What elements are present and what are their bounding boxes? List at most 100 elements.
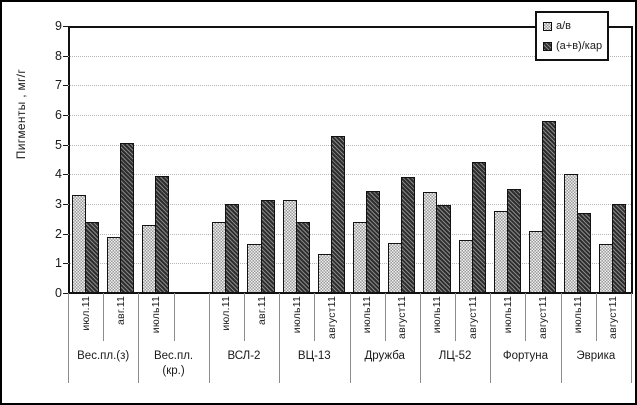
bar-a-plus-v-kar (612, 204, 627, 293)
y-axis-tick-label: 2 (55, 226, 62, 241)
bar-a-plus-v-kar (506, 189, 521, 293)
category-tick-line (419, 293, 421, 383)
y-axis-tick (63, 204, 68, 205)
month-tick-line (455, 293, 457, 341)
month-label: июль11 (572, 296, 585, 334)
y-axis-line (68, 26, 70, 293)
category-tick-line (349, 293, 351, 383)
bar-a-v (493, 211, 508, 293)
month-label: июль11 (290, 296, 303, 334)
month-label-cell: июль11 (490, 296, 525, 346)
category-tick-line (631, 293, 632, 383)
bar-a-plus-v-kar (577, 212, 592, 293)
category-label: ВЦ-13 (297, 350, 331, 362)
y-axis-tick-label: 1 (55, 256, 62, 271)
bar-a-v (71, 195, 86, 293)
y-axis-title: Пигменты , мг/г (14, 68, 28, 160)
bar-a-plus-v-kar (119, 143, 134, 293)
month-label: июл.11 (220, 296, 233, 331)
bar-a-plus-v-kar (295, 221, 310, 293)
month-label: август11 (325, 296, 338, 339)
y-axis-tick-label: 0 (55, 286, 62, 300)
y-axis-tick (63, 85, 68, 87)
legend: а/в (а+в)/кар (535, 11, 609, 61)
bar-a-v (564, 174, 579, 293)
legend-item-av: а/в (543, 20, 605, 32)
month-label: август11 (607, 296, 620, 339)
month-label-cell: июль11 (279, 296, 314, 346)
bar-a-plus-v-kar (225, 204, 240, 293)
month-label-cell: июль11 (350, 296, 385, 346)
month-label: авг.11 (114, 296, 127, 325)
month-label-cell: июл.11 (209, 296, 244, 346)
y-axis-tick-label: 7 (55, 78, 62, 93)
gridline (68, 174, 631, 176)
bar-a-v (106, 236, 121, 293)
month-label: июль11 (361, 296, 374, 334)
bar-a-v (282, 199, 297, 293)
month-label: июль11 (149, 296, 162, 334)
bar-a-v (317, 254, 332, 293)
bar-a-v (458, 239, 473, 293)
month-label-cell: июль11 (561, 296, 596, 346)
month-tick-line (243, 293, 245, 341)
category-label: Эврика (576, 350, 616, 362)
plot-top-border (68, 26, 633, 28)
bar-a-plus-v-kar (471, 162, 486, 293)
month-label: август11 (537, 296, 550, 339)
gridline (68, 233, 631, 235)
category-tick-line (490, 293, 492, 383)
bar-a-v (247, 244, 262, 293)
category-label: Вес.пл. (кр.) (153, 350, 194, 377)
bar-a-plus-v-kar (330, 135, 345, 293)
bar-a-plus-v-kar (436, 205, 451, 293)
y-axis-tick-label: 4 (55, 167, 62, 182)
month-label-cell: авг.11 (244, 296, 279, 346)
month-label-cell: август11 (314, 296, 349, 346)
category-tick-line (279, 293, 281, 383)
plot-right-border (631, 26, 633, 293)
bar-a-v (388, 242, 403, 293)
gridline (68, 115, 631, 116)
month-label-cell: июл.11 (68, 296, 103, 346)
y-axis-tick (63, 26, 68, 27)
month-label-cell: август11 (385, 296, 420, 346)
gridline (68, 144, 631, 146)
gridline (68, 85, 631, 87)
bar-a-v (353, 221, 368, 293)
y-axis-tick (63, 115, 68, 116)
bar-a-v (599, 244, 614, 293)
category-tick-line (68, 293, 69, 383)
bar-a-plus-v-kar (84, 221, 99, 293)
category-label: ВСЛ-2 (227, 350, 261, 362)
bar-a-plus-v-kar (542, 120, 557, 293)
y-axis-tick (63, 263, 68, 265)
y-axis-tick (63, 144, 68, 146)
y-axis-tick (63, 174, 68, 176)
legend-label-av-kar: (а+в)/кар (556, 40, 603, 52)
category-label: ЛЦ-52 (438, 350, 472, 362)
month-tick-line (384, 293, 386, 341)
gridline (68, 204, 631, 205)
month-label: июль11 (501, 296, 514, 334)
month-tick-line (314, 293, 316, 341)
bar-a-plus-v-kar (366, 190, 381, 293)
month-tick-line (525, 293, 527, 341)
bar-a-v (528, 230, 544, 293)
legend-swatch-hatch-icon (543, 41, 552, 51)
category-label: Вес.пл.(з) (77, 350, 130, 362)
category-tick-line (138, 293, 140, 383)
bar-a-plus-v-kar (154, 175, 170, 293)
month-label-cell: август11 (596, 296, 631, 346)
bar-a-v (141, 224, 156, 293)
x-axis-line (68, 292, 633, 294)
month-label-cell: август11 (455, 296, 490, 346)
y-axis-tick (63, 55, 68, 57)
y-axis-tick-label: 6 (55, 108, 62, 122)
y-axis-tick (63, 293, 68, 294)
gridline (68, 263, 631, 265)
y-axis-title-box: Пигменты , мг/г (12, 38, 30, 190)
legend-swatch-dots-icon (543, 21, 552, 31)
y-axis-tick-label: 5 (55, 137, 62, 152)
month-label-cell: июль11 (138, 296, 173, 346)
